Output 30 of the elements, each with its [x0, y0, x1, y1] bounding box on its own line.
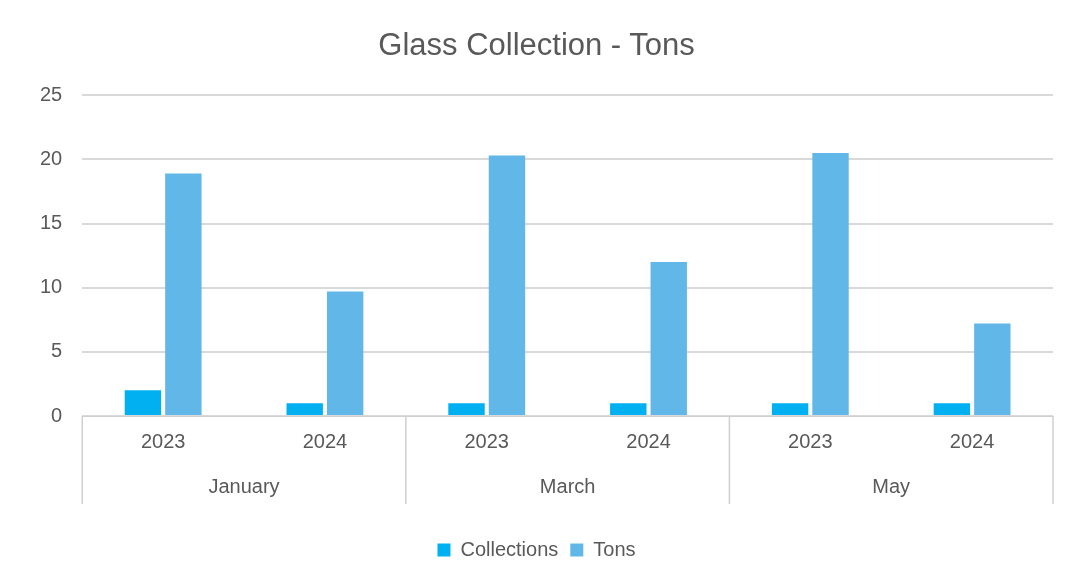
y-tick-label: 15 — [40, 211, 63, 234]
bar — [812, 152, 849, 415]
bar — [974, 323, 1011, 415]
y-tick-label: 25 — [40, 82, 63, 105]
text: May — [872, 474, 911, 497]
x-tick-label: 2024 — [949, 429, 995, 452]
bar — [488, 155, 526, 415]
x-tick-label: 2023 — [464, 429, 509, 452]
chart-title: Glass Collection - Tons — [378, 27, 695, 63]
bar — [124, 390, 162, 415]
bar — [326, 291, 364, 415]
text: January — [208, 474, 280, 497]
bar — [771, 403, 809, 415]
bar — [448, 403, 485, 415]
text: March — [539, 474, 596, 497]
x-tick-label: 2024 — [626, 429, 671, 452]
y-tick-label: 0 — [51, 403, 63, 426]
bar — [933, 403, 971, 415]
legend-label: Collections — [460, 537, 559, 560]
y-tick-label: 20 — [40, 146, 63, 169]
bar — [610, 403, 647, 415]
y-tick-label: 5 — [51, 339, 63, 362]
x-tick-label: 2024 — [302, 429, 348, 452]
x-tick-label: 2023 — [788, 429, 833, 452]
bar — [165, 173, 202, 415]
x-tick-label: 2023 — [140, 429, 186, 452]
bar — [650, 262, 687, 415]
legend-label: Tons — [593, 537, 636, 560]
bar — [286, 403, 323, 415]
y-tick-label: 10 — [40, 275, 63, 298]
